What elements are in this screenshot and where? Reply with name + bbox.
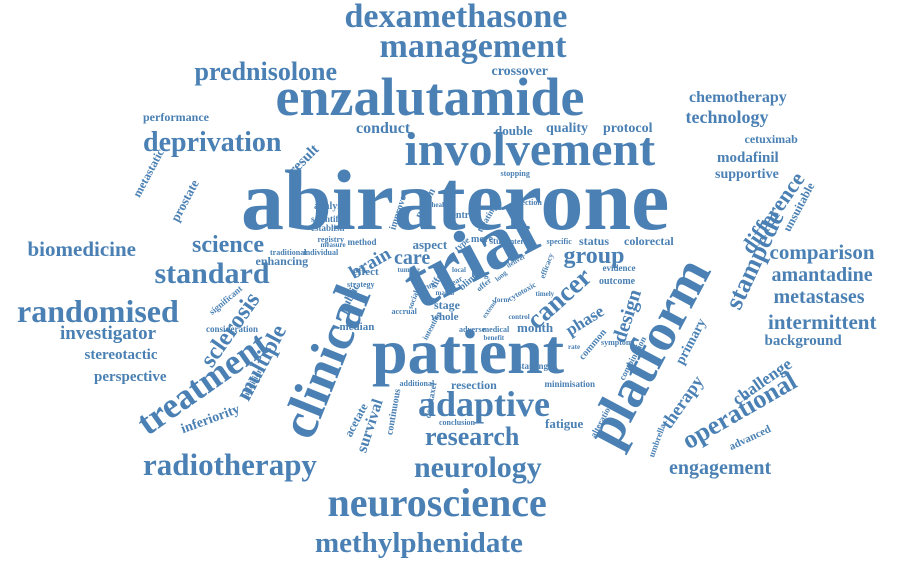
word-establish: establish [311,224,345,233]
word-neuroscience: neuroscience [328,483,547,523]
word-crossover: crossover [492,65,549,79]
word-radiotherapy: radiotherapy [143,449,317,480]
word-evidence: evidence [603,264,636,273]
word-conclusion: conclusion [439,419,475,427]
word-perspective: perspective [94,370,166,385]
word-interim: interim [508,238,533,246]
word-adverse: adverse [459,326,485,334]
word-median: median [340,322,375,333]
word-local: local [452,267,466,274]
word-form: form [495,297,510,304]
word-method: method [348,238,377,247]
word-biomedicine: biomedicine [28,239,137,260]
word-rate: rate [568,344,580,351]
word-comparison: comparison [770,242,875,263]
word-quality: quality [546,122,588,136]
word-benefit: benefit [484,335,505,342]
word-background: background [765,334,842,349]
word-science: science [192,233,264,257]
word-research: research [425,424,519,450]
word-management: management [380,30,567,64]
word-traditional: traditional [270,249,306,257]
word-intermittent: intermittent [768,312,876,333]
word-stopping: stopping [501,170,530,178]
word-timely: timely [536,291,555,298]
word-selection: selection [513,199,542,207]
word-prostate: prostate [168,177,201,223]
word-aspect: aspect [413,238,448,251]
word-metastases: metastases [774,287,865,307]
word-tumour: tumour [398,267,421,274]
word-cytotoxic: cytotoxic [507,281,538,303]
word-stage: stage [434,299,460,311]
word-analysis: analysis [314,202,348,212]
word-effect: effect [353,267,379,278]
word-engagement: engagement [669,458,771,478]
word-specific: specific [547,238,572,246]
word-minimisation: minimisation [545,380,596,389]
word-measure: measure [321,242,346,249]
word-outcome: outcome [599,277,635,287]
word-medical: medical [483,326,510,334]
word-prednisolone: prednisolone [195,59,338,85]
word-health: health [432,202,451,209]
word-colorectal: colorectal [624,235,674,247]
word-consideration: consideration [206,325,258,334]
word-starting: starting [518,362,548,371]
word-performance: performance [143,111,209,123]
word-month: month [517,321,553,334]
word-centre: centre [447,211,473,221]
word-modafinil: modafinil [717,151,779,166]
word-supportive: supportive [715,168,779,182]
word-stereotactic: stereotactic [85,348,158,363]
word-amantadine: amantadine [772,265,873,285]
word-match: match [436,290,455,297]
word-control: control [509,314,530,321]
word-cetuximab: cetuximab [745,133,798,145]
word-neurology: neurology [414,453,542,483]
word-symptom: symptom [601,339,633,347]
word-continuous: continuous [385,388,403,436]
word-resection: resection [451,379,497,391]
word-double: double [495,124,533,137]
word-individual: individual [304,249,339,257]
word-methylphenidate: methylphenidate [315,529,523,558]
word-fatigue: fatigue [545,417,583,430]
word-additional: additional [400,380,435,388]
word-strategy: strategy [347,281,375,289]
word-standard: standard [155,259,270,289]
word-protocol: protocol [603,122,653,136]
word-dexamethasone: dexamethasone [345,0,568,34]
word-umbrella: umbrella [647,422,667,458]
word-chemotherapy: chemotherapy [689,90,787,106]
word-technology: technology [686,108,769,126]
word-conduct: conduct [356,121,410,137]
word-investigator: investigator [60,324,156,343]
word-status: status [579,235,609,247]
